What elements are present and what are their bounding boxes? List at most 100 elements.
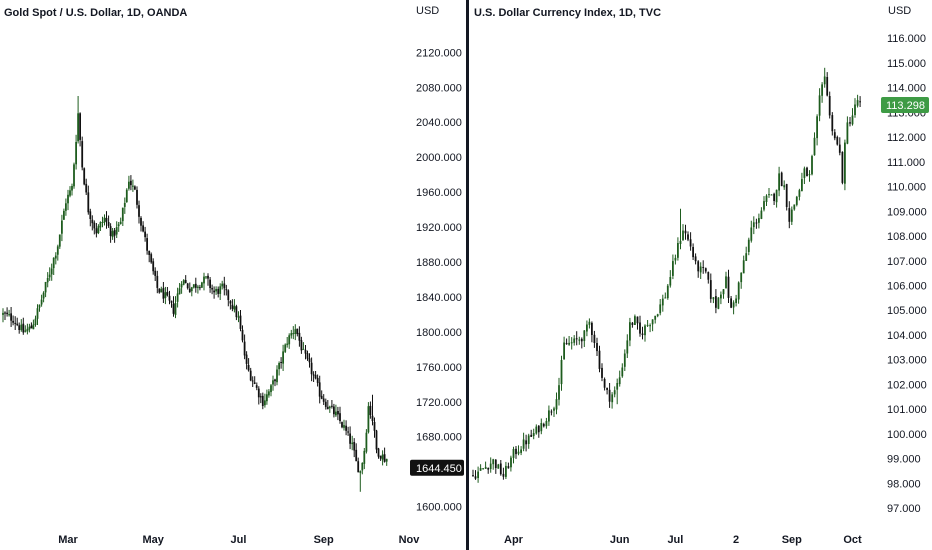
candle [95, 223, 98, 238]
gold-chart-pane[interactable]: Gold Spot / U.S. Dollar, 1D, OANDA USD 1… [2, 5, 464, 546]
candle [661, 294, 664, 312]
candle [841, 151, 844, 185]
candle [178, 283, 181, 295]
candle [785, 183, 788, 211]
candle [65, 198, 67, 216]
candle [563, 336, 565, 360]
candle [626, 334, 629, 358]
candle [345, 420, 347, 436]
candle [517, 445, 520, 456]
candle [826, 72, 829, 97]
candle [677, 237, 679, 261]
dxy-price-axis[interactable]: 97.000 98.000 99.000 100.000 101.000 102.000 1… [887, 33, 927, 515]
candle [760, 207, 763, 220]
y-tick-label: 116.000 [887, 33, 926, 45]
candle [63, 208, 65, 220]
candle [525, 434, 527, 452]
y-tick-label: 1760.000 [416, 362, 462, 374]
candle [838, 137, 841, 156]
candle [750, 220, 753, 243]
candle [666, 284, 669, 300]
candle [284, 343, 287, 353]
candle [634, 314, 636, 325]
candle [77, 96, 79, 144]
y-tick-label: 1680.000 [416, 432, 462, 444]
candle [770, 194, 773, 196]
candle [259, 393, 262, 404]
candle [170, 300, 173, 308]
x-tick-label: Mar [58, 534, 78, 546]
candle [353, 438, 356, 458]
gold-last-price-background [410, 459, 464, 476]
dxy-time-axis[interactable]: Apr Jun Jul 2 Sep Oct [504, 534, 862, 546]
candle [555, 392, 558, 415]
candle [636, 316, 639, 330]
candle [831, 112, 834, 136]
candle [811, 154, 813, 176]
y-tick-label: 1600.000 [416, 502, 462, 514]
y-tick-label: 109.000 [887, 206, 927, 218]
candle [752, 216, 755, 235]
candle [146, 233, 148, 255]
candle [272, 375, 274, 391]
candle [266, 389, 268, 405]
candle [324, 398, 327, 410]
dxy-chart-pane[interactable]: U.S. Dollar Currency Index, 1D, TVC USD … [472, 5, 929, 546]
candle [669, 270, 672, 288]
candle [520, 446, 522, 456]
candle [697, 260, 700, 278]
candle [81, 136, 84, 171]
candle [383, 447, 386, 463]
candle [846, 116, 849, 145]
candle [535, 424, 538, 435]
candle [328, 405, 331, 413]
x-tick-label: 2 [733, 534, 739, 546]
candle [154, 267, 157, 281]
candle [363, 448, 366, 470]
gold-time-axis[interactable]: Mar May Jul Sep Nov [58, 534, 420, 546]
candle [601, 363, 603, 382]
candle [207, 273, 209, 286]
candle [530, 429, 533, 437]
candle [497, 463, 500, 469]
candle [816, 114, 818, 146]
candle [142, 221, 144, 233]
candle [737, 281, 740, 304]
candle [616, 378, 619, 405]
candle [199, 284, 201, 291]
y-tick-label: 115.000 [887, 58, 926, 70]
candle [201, 281, 203, 288]
candle [537, 425, 540, 438]
candle [268, 389, 270, 398]
candle [8, 309, 10, 317]
candle [282, 344, 284, 371]
candle [308, 353, 311, 368]
candle [649, 323, 651, 333]
candle [99, 221, 102, 231]
candle [859, 96, 861, 107]
y-tick-label: 105.000 [887, 305, 927, 317]
candle [828, 91, 831, 119]
candle [312, 371, 315, 382]
y-tick-label: 112.000 [887, 132, 926, 144]
y-tick-label: 1880.000 [416, 257, 462, 269]
candle [194, 277, 197, 293]
candle [687, 231, 689, 242]
candle [241, 325, 244, 343]
gold-price-axis[interactable]: 1600.0001640.0001680.0001720.0001760.000… [416, 47, 462, 513]
candle [494, 459, 497, 474]
candle [375, 429, 378, 454]
candle [264, 393, 266, 408]
candle [87, 185, 90, 215]
candle [720, 291, 722, 305]
candle [349, 426, 351, 450]
candle [298, 326, 301, 347]
candle [209, 277, 211, 293]
candle [593, 330, 596, 348]
candle [28, 323, 31, 333]
candle [339, 406, 341, 424]
candle [4, 311, 6, 320]
gold-last-price-label: 1644.450 [416, 463, 462, 475]
pane-divider[interactable] [466, 0, 469, 550]
candle [164, 286, 167, 305]
